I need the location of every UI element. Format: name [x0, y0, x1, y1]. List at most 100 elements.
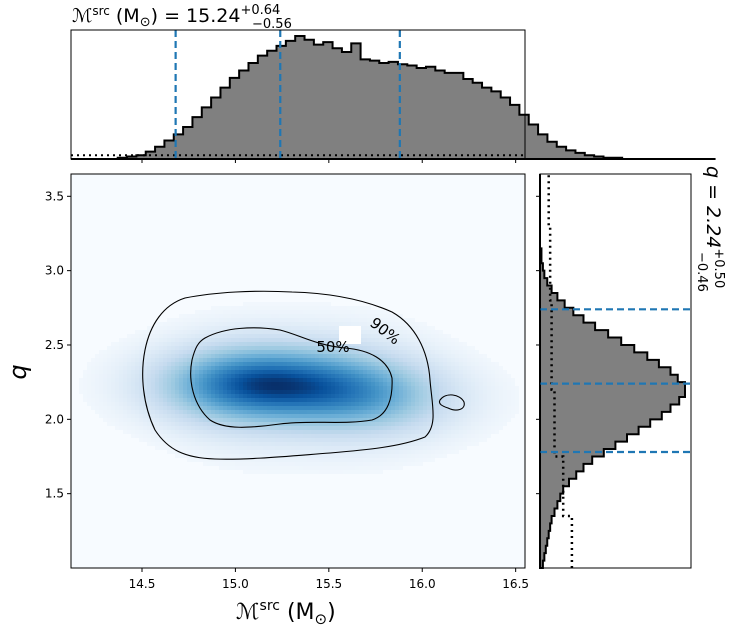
heatmap-cell [331, 354, 335, 358]
heatmap-cell [339, 394, 343, 398]
heatmap-cell [443, 430, 447, 434]
heatmap-cell [391, 418, 395, 422]
heatmap-cell [319, 302, 323, 306]
heatmap-cell [295, 458, 299, 462]
heatmap-cell [187, 374, 191, 378]
heatmap-cell [267, 454, 271, 458]
q-marginal-histogram [539, 174, 691, 569]
heatmap-cell [307, 326, 311, 330]
heatmap-cell [303, 402, 307, 406]
heatmap-cell [415, 402, 419, 406]
heatmap-cell [195, 402, 199, 406]
heatmap-cell [135, 394, 139, 398]
heatmap-cell [351, 378, 355, 382]
heatmap-cell [355, 418, 359, 422]
heatmap-cell [291, 322, 295, 326]
heatmap-cell [239, 310, 243, 314]
heatmap-cell [407, 454, 411, 458]
heatmap-cell [295, 378, 299, 382]
heatmap-cell [319, 402, 323, 406]
heatmap-cell [275, 394, 279, 398]
heatmap-cell [115, 362, 119, 366]
heatmap-cell [379, 458, 383, 462]
heatmap-cell [259, 338, 263, 342]
heatmap-cell [131, 370, 135, 374]
heatmap-cell [283, 394, 287, 398]
heatmap-cell [355, 446, 359, 450]
heatmap-cell [167, 410, 171, 414]
heatmap-cell [259, 382, 263, 386]
heatmap-cell [351, 466, 355, 470]
heatmap-cell [327, 306, 331, 310]
heatmap-cell [467, 350, 471, 354]
heatmap-cell [311, 398, 315, 402]
heatmap-cell [271, 354, 275, 358]
heatmap-cell [195, 414, 199, 418]
heatmap-cell [347, 450, 351, 454]
heatmap-cell [151, 390, 155, 394]
heatmap-cell [375, 438, 379, 442]
heatmap-cell [235, 402, 239, 406]
heatmap-cell [251, 310, 255, 314]
heatmap-cell [307, 330, 311, 334]
heatmap-cell [239, 446, 243, 450]
heatmap-cell [215, 378, 219, 382]
heatmap-cell [327, 346, 331, 350]
heatmap-cell [279, 414, 283, 418]
heatmap-cell [411, 450, 415, 454]
heatmap-cell [307, 306, 311, 310]
heatmap-cell [467, 370, 471, 374]
heatmap-cell [263, 470, 267, 474]
heatmap-cell [235, 410, 239, 414]
heatmap-cell [403, 398, 407, 402]
heatmap-cell [339, 446, 343, 450]
heatmap-cell [395, 362, 399, 366]
heatmap-cell [387, 378, 391, 382]
heatmap-cell [411, 438, 415, 442]
heatmap-cell [399, 454, 403, 458]
heatmap-cell [343, 442, 347, 446]
heatmap-cell [191, 422, 195, 426]
heatmap-cell [339, 454, 343, 458]
heatmap-cell [231, 346, 235, 350]
heatmap-cell [363, 314, 367, 318]
heatmap-cell [119, 382, 123, 386]
heatmap-cell [287, 374, 291, 378]
heatmap-cell [247, 354, 251, 358]
heatmap-cell [127, 398, 131, 402]
heatmap-cell [239, 370, 243, 374]
heatmap-cell [191, 382, 195, 386]
heatmap-cell [279, 418, 283, 422]
heatmap-cell [123, 406, 127, 410]
heatmap-cell [363, 330, 367, 334]
heatmap-cell [115, 402, 119, 406]
heatmap-cell [307, 354, 311, 358]
heatmap-cell [371, 370, 375, 374]
heatmap-cell [175, 442, 179, 446]
heatmap-cell [387, 446, 391, 450]
heatmap-cell [399, 334, 403, 338]
heatmap-cell [419, 442, 423, 446]
heatmap-cell [263, 322, 267, 326]
heatmap-cell [223, 346, 227, 350]
heatmap-cell [279, 346, 283, 350]
heatmap-cell [259, 414, 263, 418]
heatmap-cell [347, 398, 351, 402]
heatmap-cell [471, 426, 475, 430]
heatmap-cell [323, 410, 327, 414]
heatmap-cell [199, 330, 203, 334]
heatmap-cell [155, 366, 159, 370]
heatmap-cell [211, 438, 215, 442]
heatmap-cell [159, 322, 163, 326]
heatmap-cell [395, 378, 399, 382]
heatmap-cell [487, 414, 491, 418]
heatmap-cell [295, 442, 299, 446]
heatmap-cell [171, 418, 175, 422]
heatmap-cell [299, 354, 303, 358]
heatmap-cell [215, 334, 219, 338]
heatmap-cell [227, 306, 231, 310]
heatmap-cell [159, 430, 163, 434]
heatmap-cell [431, 334, 435, 338]
heatmap-cell [99, 410, 103, 414]
heatmap-cell [283, 386, 287, 390]
